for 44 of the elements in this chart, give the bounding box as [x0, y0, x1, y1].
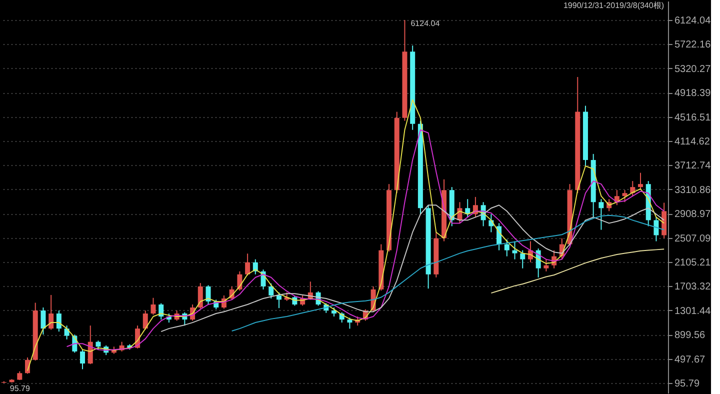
y-tick-label: 899.56	[674, 330, 706, 342]
y-tick-label: 4516.51	[674, 112, 712, 124]
candlestick	[198, 282, 203, 310]
candlestick	[142, 310, 148, 330]
y-tick-label: 6124.04	[674, 16, 712, 27]
candlestick	[598, 198, 604, 230]
annotation: 6124.04	[410, 19, 440, 28]
line-series	[490, 248, 665, 294]
candlestick	[512, 240, 518, 260]
y-tick-label: 4114.62	[674, 136, 710, 148]
candlestick	[48, 294, 54, 330]
annotation: 1990/12/31-2019/3/8(340根)	[563, 1, 664, 10]
candlestick	[80, 349, 86, 370]
y-tick-label: 5320.27	[674, 64, 712, 75]
candlestick	[347, 317, 352, 330]
y-tick-label: 2105.21	[674, 258, 712, 269]
y-tick-label: 5722.16	[674, 40, 712, 51]
y-tick-label: 95.79	[674, 378, 700, 390]
candlestick	[654, 216, 659, 242]
candlestick	[268, 282, 274, 299]
candlestick	[245, 253, 250, 276]
y-tick-label: 497.67	[674, 354, 706, 366]
candlestick	[40, 306, 46, 336]
y-tick-label: 2507.09	[674, 233, 712, 244]
candlestick	[504, 238, 510, 257]
annotation: 95.79	[10, 384, 30, 394]
candlestick	[150, 297, 156, 316]
y-tick-label: 1301.44	[674, 306, 712, 317]
candlestick	[276, 292, 282, 309]
y-tick-label: 3712.74	[674, 160, 712, 172]
candlestick	[332, 306, 336, 318]
candlestick	[96, 340, 101, 350]
candlestick	[544, 258, 549, 272]
candlestick	[56, 310, 62, 332]
candlestick	[206, 284, 211, 305]
candlestick	[520, 250, 526, 269]
candlestick	[622, 190, 628, 203]
candlestick	[64, 325, 70, 340]
y-tick-label: 2908.97	[674, 209, 712, 220]
candlestick	[638, 172, 643, 191]
y-tick-label: 3310.86	[674, 184, 712, 196]
y-tick-label: 4918.39	[674, 88, 712, 100]
candlestick	[158, 302, 164, 320]
y-tick-label: 1703.32	[674, 282, 712, 293]
